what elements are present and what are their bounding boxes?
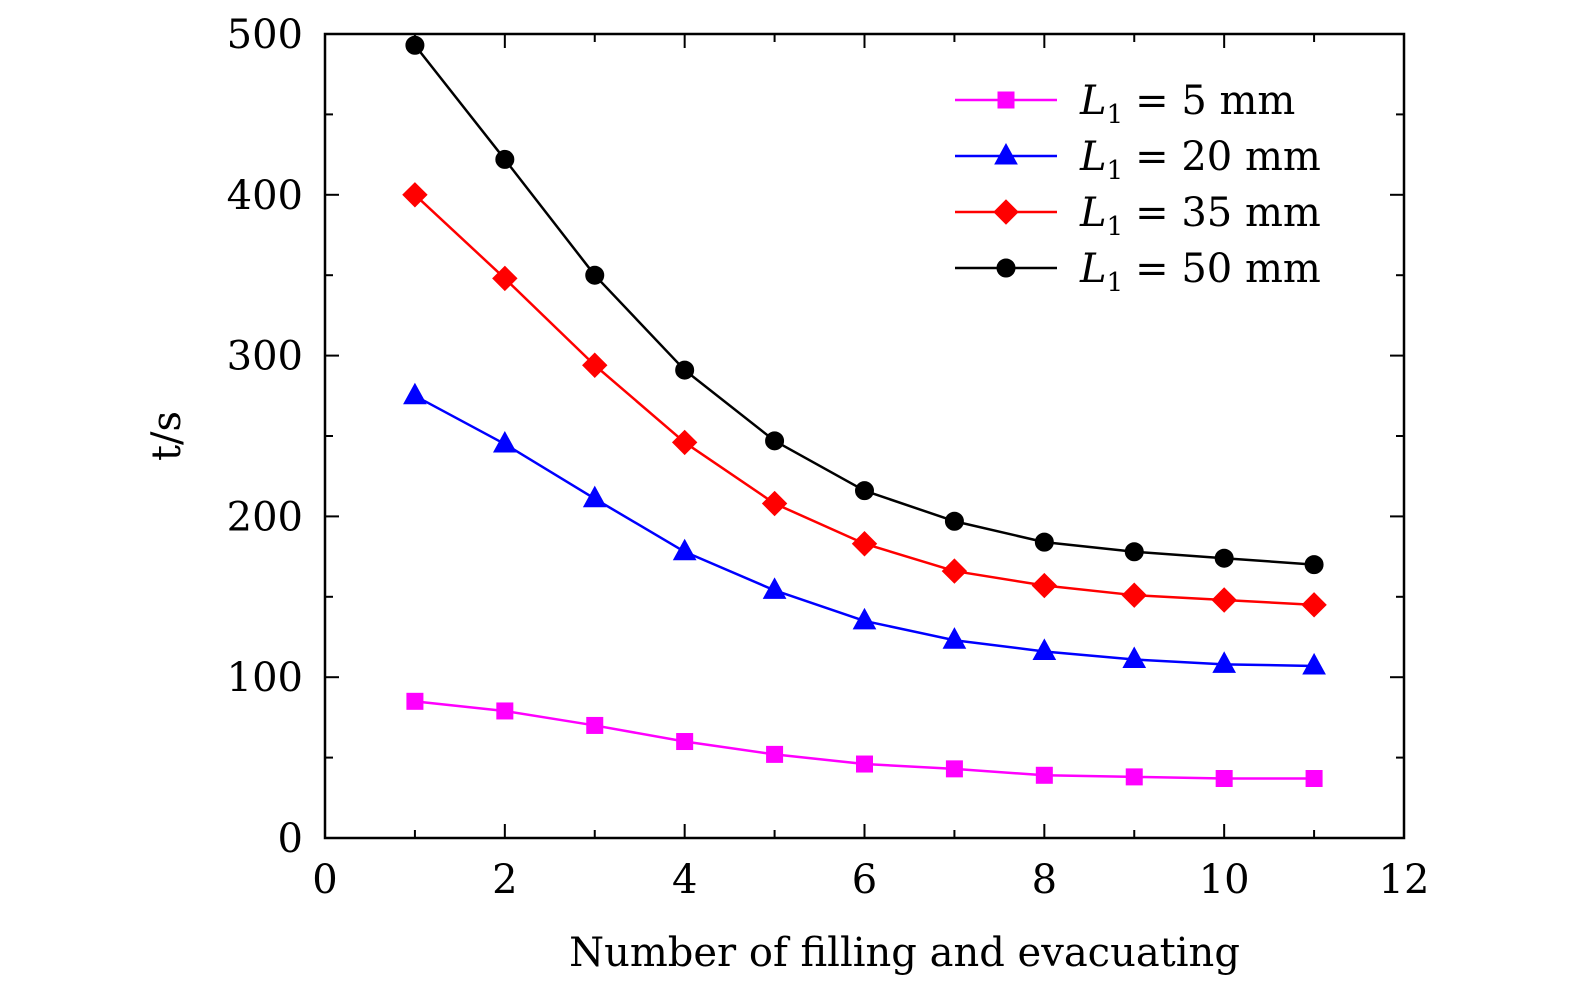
y-axis-title: t/s: [144, 411, 190, 461]
data-point: [495, 149, 515, 169]
data-point: [1122, 646, 1147, 669]
series-1: [406, 692, 1323, 788]
data-point: [585, 265, 605, 285]
data-point: [586, 716, 604, 734]
y-tick-label: 100: [227, 655, 303, 701]
y-tick-label: 0: [278, 816, 303, 862]
data-point: [1305, 770, 1323, 788]
data-point: [942, 627, 967, 649]
y-tick-label: 300: [227, 334, 303, 380]
legend-var: L: [1079, 78, 1107, 124]
data-point: [492, 431, 517, 453]
data-point: [1031, 572, 1058, 599]
x-tick-label: 8: [1032, 857, 1057, 903]
data-point: [1302, 652, 1326, 675]
x-tick-label: 2: [492, 857, 517, 903]
legend-item: L1 = 50 mm: [955, 246, 1321, 298]
data-point: [582, 352, 608, 378]
data-point: [851, 531, 878, 557]
x-tick-label: 0: [312, 857, 337, 903]
data-point: [1214, 548, 1234, 568]
data-point: [402, 182, 428, 208]
legend-rest: = 50 mm: [1135, 246, 1321, 292]
legend-var: L: [1079, 246, 1107, 292]
data-point: [1121, 582, 1147, 608]
data-point: [1034, 532, 1054, 552]
data-point: [762, 577, 787, 599]
legend-marker: [996, 258, 1016, 278]
data-point: [496, 702, 514, 720]
data-point: [1215, 770, 1233, 788]
legend-sub: 1: [1107, 156, 1124, 186]
data-point: [1301, 592, 1327, 618]
data-point: [1212, 651, 1237, 673]
y-tick-label: 400: [227, 173, 303, 219]
legend-sub: 1: [1107, 268, 1124, 298]
data-point: [856, 755, 873, 773]
x-tick-label: 6: [852, 857, 877, 903]
data-point: [944, 511, 964, 531]
data-point: [761, 490, 788, 517]
legend-rest: = 20 mm: [1135, 134, 1321, 180]
legend-marker: [993, 199, 1019, 225]
series-2: [403, 382, 1326, 675]
series-lines: [402, 35, 1327, 788]
data-point: [582, 485, 607, 508]
legend-sub: 1: [1107, 100, 1124, 130]
legend-marker: [997, 91, 1015, 109]
data-point: [1304, 555, 1324, 575]
data-point: [855, 481, 874, 501]
data-point: [765, 431, 785, 451]
data-point: [945, 760, 963, 778]
data-point: [406, 692, 424, 710]
legend-rest: = 35 mm: [1135, 190, 1321, 236]
y-tick-label: 200: [227, 494, 303, 540]
y-tick-labels: 0 100 200 300 400 500: [227, 12, 303, 862]
data-point: [671, 429, 698, 456]
legend-label: L1 = 50 mm: [1079, 246, 1321, 298]
legend-item: L1 = 35 mm: [955, 190, 1321, 242]
data-point: [675, 360, 695, 380]
legend-item: L1 = 5 mm: [955, 78, 1295, 130]
x-tick-label: 12: [1379, 857, 1430, 903]
data-point: [1125, 768, 1143, 786]
data-point: [1211, 587, 1237, 613]
legend-sub: 1: [1107, 212, 1124, 242]
data-point: [672, 538, 697, 561]
data-point: [766, 745, 784, 763]
data-point: [403, 382, 427, 405]
legend-marker: [994, 142, 1018, 165]
data-point: [1035, 766, 1053, 784]
data-point: [941, 558, 968, 584]
x-tick-label: 4: [672, 857, 697, 903]
legend-var: L: [1079, 134, 1107, 180]
y-tick-label: 500: [227, 12, 303, 58]
legend-label: L1 = 35 mm: [1079, 190, 1321, 242]
plot-frame: [323, 32, 1406, 840]
legend-var: L: [1079, 190, 1107, 236]
data-point: [1124, 542, 1144, 562]
x-tick-label: 10: [1199, 857, 1250, 903]
legend-label: L1 = 5 mm: [1079, 78, 1295, 130]
legend-item: L1 = 20 mm: [955, 134, 1321, 186]
legend-label: L1 = 20 mm: [1079, 134, 1321, 186]
data-point: [676, 733, 694, 751]
data-point: [852, 607, 877, 630]
data-point: [492, 265, 518, 292]
series-4: [405, 35, 1324, 575]
series-3: [402, 182, 1327, 618]
legend-rest: = 5 mm: [1135, 78, 1295, 124]
data-point: [405, 35, 425, 55]
x-axis-title: Number of filling and evacuating: [569, 930, 1240, 976]
data-point: [1032, 638, 1057, 660]
x-tick-labels: 0 2 4 6 8 10 12: [312, 857, 1429, 903]
